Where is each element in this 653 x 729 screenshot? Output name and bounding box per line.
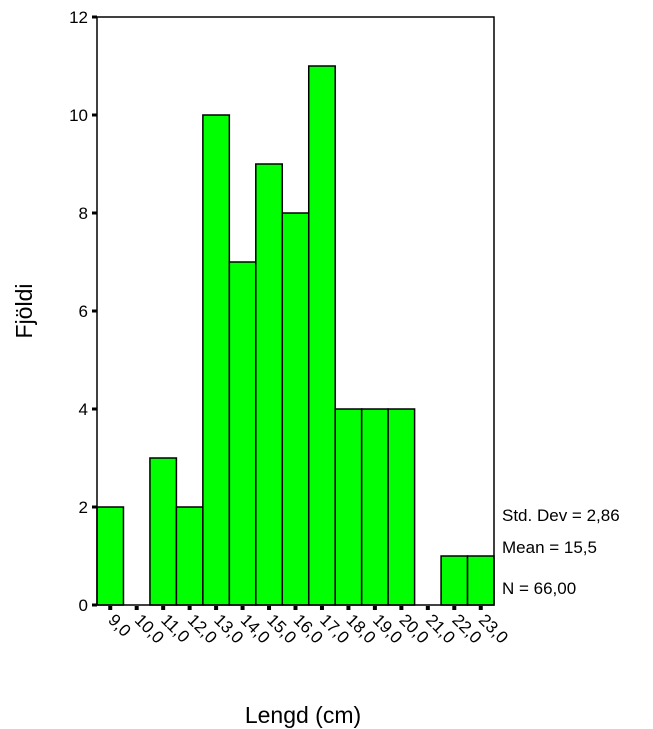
stats-line: Std. Dev = 2,86 [502, 506, 620, 525]
bar [334, 408, 363, 606]
x-tick-label: 15,0 [263, 610, 300, 647]
bar [281, 212, 310, 606]
y-tick-label: 2 [79, 498, 88, 517]
bar [175, 506, 204, 606]
bar [387, 408, 416, 606]
x-tick-label: 21,0 [422, 610, 459, 647]
x-tick-label: 14,0 [237, 610, 274, 647]
bar [202, 114, 231, 606]
bar [228, 261, 257, 606]
bar [96, 506, 125, 606]
x-tick [346, 606, 351, 610]
x-tick-label: 10,0 [131, 610, 168, 647]
stats-line: Mean = 15,5 [502, 538, 597, 557]
x-tick-label: 22,0 [448, 610, 485, 647]
bar [149, 457, 178, 606]
x-tick [214, 606, 219, 610]
bar [440, 555, 469, 606]
x-axis: 9,010,011,012,013,014,015,016,017,018,01… [104, 606, 512, 647]
y-tick-label: 4 [79, 400, 88, 419]
x-tick-label: 23,0 [475, 610, 512, 647]
y-tick-label: 6 [79, 302, 88, 321]
stats-box: Std. Dev = 2,86 Mean = 15,5 N = 66,00 [502, 506, 620, 598]
x-tick-label: 12,0 [184, 610, 221, 647]
x-tick [425, 606, 430, 610]
x-tick-label: 11,0 [157, 610, 193, 646]
x-tick-label: 18,0 [343, 610, 380, 647]
x-tick [187, 606, 192, 610]
x-tick [240, 606, 245, 610]
x-tick-label: 19,0 [369, 610, 406, 647]
stats-line: N = 66,00 [502, 579, 576, 598]
x-tick [452, 606, 457, 610]
bar [307, 65, 336, 606]
x-tick [372, 606, 377, 610]
x-tick [319, 606, 324, 610]
bar [360, 408, 389, 606]
x-axis-label: Lengd (cm) [245, 702, 361, 728]
x-tick [478, 606, 483, 610]
x-tick-label: 13,0 [210, 610, 247, 647]
x-tick [161, 606, 166, 610]
x-tick-label: 20,0 [396, 610, 433, 647]
y-axis-label: Fjöldi [11, 284, 37, 339]
bars-group [96, 65, 495, 606]
x-tick-label: 16,0 [290, 610, 327, 647]
y-tick-label: 12 [69, 8, 88, 27]
x-tick [399, 606, 404, 610]
x-tick-label: 9,0 [104, 610, 134, 640]
x-tick [293, 606, 298, 610]
x-tick [134, 606, 139, 610]
y-tick-label: 8 [79, 204, 88, 223]
bar [255, 163, 284, 606]
y-axis: 0 2 4 6 8 10 12 [69, 8, 97, 615]
x-tick [267, 606, 272, 610]
x-tick-label: 17,0 [316, 610, 353, 647]
y-tick-label: 0 [79, 596, 88, 615]
y-tick-label: 10 [69, 106, 88, 125]
x-tick [108, 606, 113, 610]
bar [466, 555, 495, 606]
